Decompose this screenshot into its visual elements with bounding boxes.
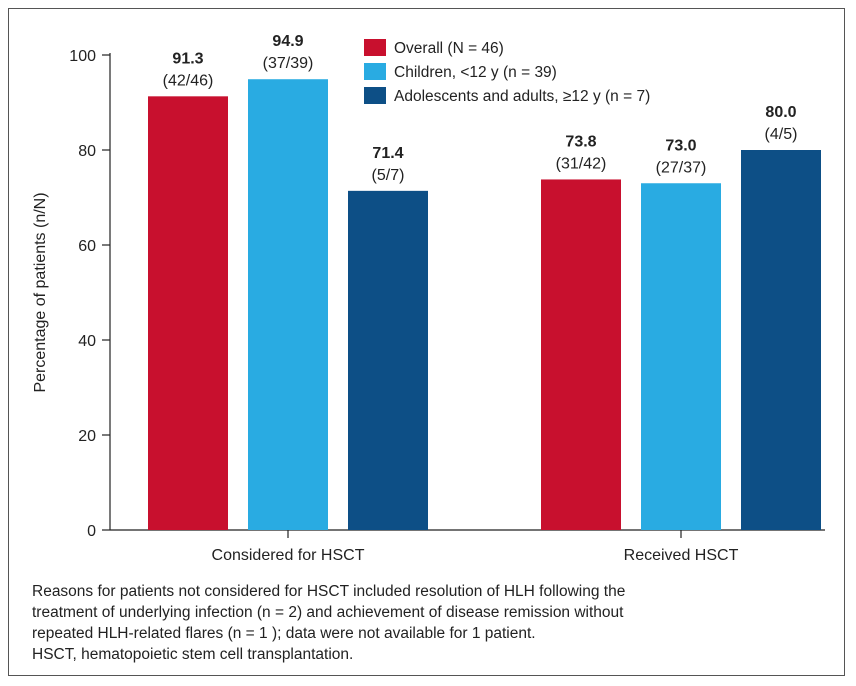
bars xyxy=(148,79,821,530)
bar xyxy=(541,179,621,530)
figure-frame xyxy=(8,8,845,676)
bar-count-label: (31/42) xyxy=(556,155,607,172)
bar-value-label: 73.0 xyxy=(665,137,696,154)
bar-value-label: 73.8 xyxy=(565,133,596,150)
bar-count-label: (27/37) xyxy=(656,159,707,176)
bar xyxy=(148,96,228,530)
legend-swatch xyxy=(364,87,386,104)
bar-count-label: (37/39) xyxy=(263,55,314,72)
y-tick-label: 80 xyxy=(78,143,96,160)
bar-value-label: 94.9 xyxy=(272,33,303,50)
bar xyxy=(348,190,428,530)
legend-label: Children, <12 y (n = 39) xyxy=(394,64,557,81)
x-tick-label: Received HSCT xyxy=(624,547,739,564)
bar-chart: 0 20 40 60 80 100 Considered for HSCT Received… xyxy=(32,33,825,564)
data-labels: 91.3 (42/46) 94.9 (37/39) 71.4 (5/7) 73.8 (31/4… xyxy=(163,33,798,184)
legend-label: Overall (N = 46) xyxy=(394,40,504,57)
y-tick-label: 0 xyxy=(87,523,96,540)
bar-count-label: (4/5) xyxy=(765,126,798,143)
footnote-line: Reasons for patients not considered for … xyxy=(32,583,626,600)
bar-value-label: 91.3 xyxy=(172,50,203,67)
bar-count-label: (5/7) xyxy=(372,167,405,184)
footnote-line: treatment of underlying infection (n = 2… xyxy=(32,604,624,621)
y-axis: 0 20 40 60 80 100 xyxy=(69,48,111,540)
footnote-line: repeated HLH-related flares (n = 1 ); da… xyxy=(32,625,536,642)
y-tick-label: 20 xyxy=(78,428,96,445)
bar-value-label: 71.4 xyxy=(372,145,403,162)
legend-label: Adolescents and adults, ≥12 y (n = 7) xyxy=(394,88,650,105)
bar xyxy=(641,183,721,530)
footnote-line: HSCT, hematopoietic stem cell transplant… xyxy=(32,646,354,663)
y-axis-label: Percentage of patients (n/N) xyxy=(32,192,49,392)
legend-swatch xyxy=(364,39,386,56)
footnote: Reasons for patients not considered for … xyxy=(32,581,822,665)
bar xyxy=(248,79,328,530)
bar xyxy=(741,150,821,530)
y-tick-label: 40 xyxy=(78,333,96,350)
x-tick-label: Considered for HSCT xyxy=(212,547,365,564)
x-axis: Considered for HSCT Received HSCT xyxy=(110,529,825,564)
bar-value-label: 80.0 xyxy=(765,104,796,121)
legend: Overall (N = 46) Children, <12 y (n = 39)… xyxy=(364,39,650,105)
y-tick-label: 100 xyxy=(69,48,96,65)
y-tick-label: 60 xyxy=(78,238,96,255)
legend-swatch xyxy=(364,63,386,80)
bar-count-label: (42/46) xyxy=(163,72,214,89)
